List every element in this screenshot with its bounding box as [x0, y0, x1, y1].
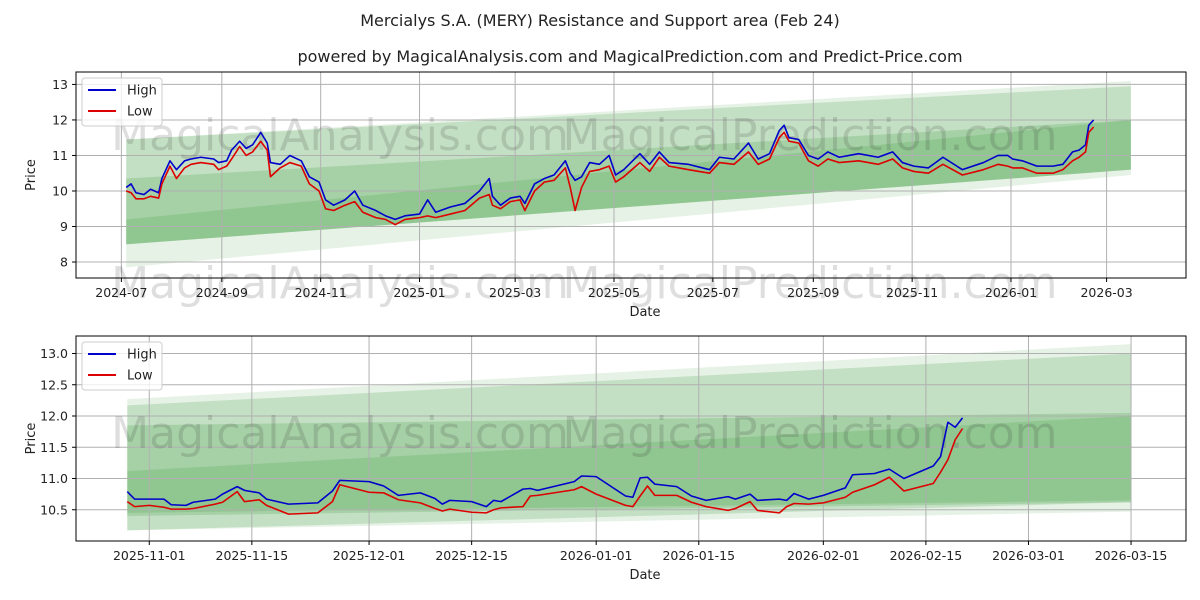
y-tick-label: 12.0: [40, 409, 68, 424]
series-line-high: [126, 417, 964, 508]
chart-subtitle: powered by MagicalAnalysis.com and Magic…: [297, 47, 962, 66]
y-tick-label: 11: [52, 148, 68, 163]
x-tick-label: 2026-02-01: [787, 548, 860, 563]
x-tick-label: 2025-09: [787, 285, 839, 300]
x-tick-label: 2026-03-15: [1095, 548, 1168, 563]
x-tick-label: 2024-07: [95, 285, 147, 300]
x-tick-label: 2025-07: [687, 285, 739, 300]
x-tick-label: 2025-03: [489, 285, 541, 300]
y-tick-label: 9: [60, 219, 68, 234]
legend-label-high: High: [127, 84, 157, 99]
series-line-high: [125, 119, 1095, 221]
watermark: MagicalAnalysis.com: [111, 408, 569, 459]
y-tick-label: 10.5: [40, 502, 68, 517]
watermark: MagicalPrediction.com: [563, 258, 1058, 309]
x-tick-label: 2025-11: [886, 285, 938, 300]
x-tick-label: 2026-01-15: [662, 548, 735, 563]
chart-title: Mercialys S.A. (MERY) Resistance and Sup…: [360, 11, 840, 30]
x-axis-label: Date: [629, 305, 660, 320]
y-axis-label: Price: [24, 159, 39, 191]
watermark: MagicalPrediction.com: [563, 110, 1058, 161]
x-axis-label: Date: [629, 568, 660, 583]
legend-label-low: Low: [127, 105, 153, 120]
y-tick-label: 10: [52, 183, 68, 198]
legend: High Low: [81, 77, 163, 127]
x-tick-label: 2025-12-01: [333, 548, 406, 563]
legend: High Low: [81, 341, 163, 391]
x-tick-label: 2025-11-15: [216, 548, 289, 563]
x-tick-label: 2025-01: [393, 285, 445, 300]
legend-label-low: Low: [127, 369, 153, 384]
series-line-low: [125, 126, 1095, 226]
watermark: MagicalPrediction.com: [563, 408, 1058, 459]
x-tick-label: 2026-02-15: [890, 548, 963, 563]
y-tick-label: 12: [52, 112, 68, 127]
series-line-low: [126, 428, 964, 515]
x-tick-label: 2025-12-15: [435, 548, 508, 563]
x-tick-label: 2024-09: [196, 285, 248, 300]
axes-frame: [75, 335, 1187, 542]
support-resistance-band: [126, 119, 1131, 245]
y-tick-label: 8: [60, 255, 68, 270]
chart-2: 2025-11-01 2025-11-15 2025-12-01 2025-12-15…: [24, 335, 1187, 583]
support-resistance-band: [126, 119, 1131, 245]
support-resistance-band: [126, 80, 1131, 268]
x-tick-label: 2026-01-01: [560, 548, 633, 563]
x-tick-label: 2025-05: [588, 285, 640, 300]
x-tick-label: 2026-01: [985, 285, 1037, 300]
x-tick-label: 2025-11-01: [113, 548, 186, 563]
support-resistance-band: [127, 416, 1132, 513]
x-tick-label: 2024-11: [295, 285, 347, 300]
axes-frame: [75, 71, 1187, 279]
y-tick-label: 11.0: [40, 471, 68, 486]
y-tick-label: 13.0: [40, 346, 68, 361]
x-tick-label: 2026-03-01: [992, 548, 1065, 563]
support-resistance-band: [127, 412, 1132, 516]
legend-label-high: High: [127, 348, 157, 363]
chart-1: 2024-07 2024-09 2024-11 2025-01 2025-03 2025-…: [24, 71, 1187, 320]
x-tick-label: 2026-03: [1080, 285, 1132, 300]
watermark: MagicalAnalysis.com: [111, 110, 569, 161]
support-resistance-band: [127, 353, 1132, 531]
watermark: MagicalAnalysis.com: [111, 258, 569, 309]
y-axis-label: Price: [24, 423, 39, 455]
y-tick-label: 12.5: [40, 377, 68, 392]
y-tick-label: 13: [52, 77, 68, 92]
y-tick-label: 11.5: [40, 440, 68, 455]
